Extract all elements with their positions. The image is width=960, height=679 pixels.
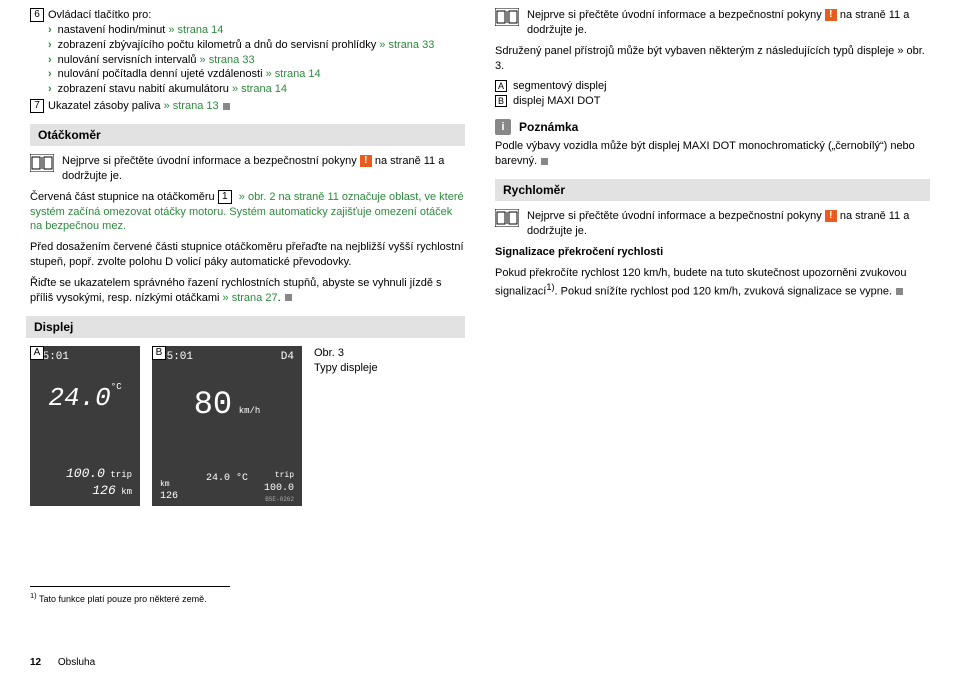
footnote: 1) Tato funkce platí pouze pro některé z… [30,591,465,605]
section-name: Obsluha [58,657,95,668]
item-6-title: Ovládací tlačítko pro: [48,8,465,23]
footnote-rule [30,586,230,587]
end-marker [541,158,548,165]
intro-note-right: Nejprve si přečtěte úvodní informace a b… [495,8,930,38]
disp-b-gear: D4 [281,350,294,365]
page-number: 12 [30,657,41,668]
section-otackomer: Otáčkoměr [30,124,465,146]
intro-note: Nejprve si přečtěte úvodní informace a b… [30,154,465,184]
end-marker [896,288,903,295]
option-b: Bdisplej MAXI DOT [495,94,930,109]
disp-b-km: 126 [160,491,178,502]
disp-b-speed: 80 [194,386,232,423]
num-6: 6 [30,8,44,22]
paragraph: Řiďte se ukazatelem správného řazení ryc… [30,276,465,306]
section-displej: Displej [26,316,465,338]
book-icon [30,154,54,172]
tag-b: B [152,346,166,360]
display-b: B 15:01 D4 80 km/h 24.0 °C km 126 trip 1… [152,346,302,506]
bullet: nulování počítadla denní ujeté vzdálenos… [48,67,465,82]
footnote-ref: 1) [546,282,554,292]
disp-a-trip: 100.0 [66,466,105,481]
book-icon [495,209,519,227]
end-marker [223,103,230,110]
tag-a: A [30,346,44,360]
bullet: zobrazení zbývajícího počtu kilometrů a … [48,38,465,53]
display-figures: A 15:01 24.0°C 100.0 trip 126 km B 15:01… [30,346,465,506]
disp-a-km: 126 [92,483,115,498]
section-rychlomer: Rychloměr [495,179,930,201]
ref-1: 1 [218,190,232,204]
paragraph: Sdružený panel přístrojů může být vybave… [495,44,930,74]
end-marker [285,294,292,301]
bullet: nulování servisních intervalů » strana 3… [48,53,465,68]
item-7: 7 Ukazatel zásoby paliva » strana 13 [30,99,465,114]
note-header: i Poznámka [495,119,930,135]
paragraph: Před dosažením červené části stupnice ot… [30,240,465,270]
bullet: zobrazení stavu nabití akumulátoru » str… [48,82,465,97]
paragraph: Červená část stupnice na otáčkoměru 1 » … [30,190,465,235]
display-a: A 15:01 24.0°C 100.0 trip 126 km [30,346,140,506]
option-a: Asegmentový displej [495,79,930,94]
paragraph: Pokud překročíte rychlost 120 km/h, bude… [495,266,930,299]
item-6: 6 Ovládací tlačítko pro: nastavení hodin… [30,8,465,97]
page-footer: 12 Obsluha [30,656,95,670]
num-7: 7 [30,99,44,113]
book-icon [495,8,519,26]
figure-caption: Obr. 3 Typy displeje [314,346,378,376]
disp-a-temp: 24.0 [48,383,110,413]
disp-b-trip: 100.0 [264,483,294,494]
bullet: nastavení hodin/minut » strana 14 [48,23,465,38]
warning-icon: ! [360,155,372,167]
warning-icon: ! [825,210,837,222]
disp-a-time: 15:01 [30,346,140,369]
intro-note-right-2: Nejprve si přečtěte úvodní informace a b… [495,209,930,239]
info-icon: i [495,119,511,135]
warning-icon: ! [825,9,837,21]
paragraph: Podle výbavy vozidla může být displej MA… [495,139,930,169]
signal-heading: Signalizace překročení rychlosti [495,245,930,260]
